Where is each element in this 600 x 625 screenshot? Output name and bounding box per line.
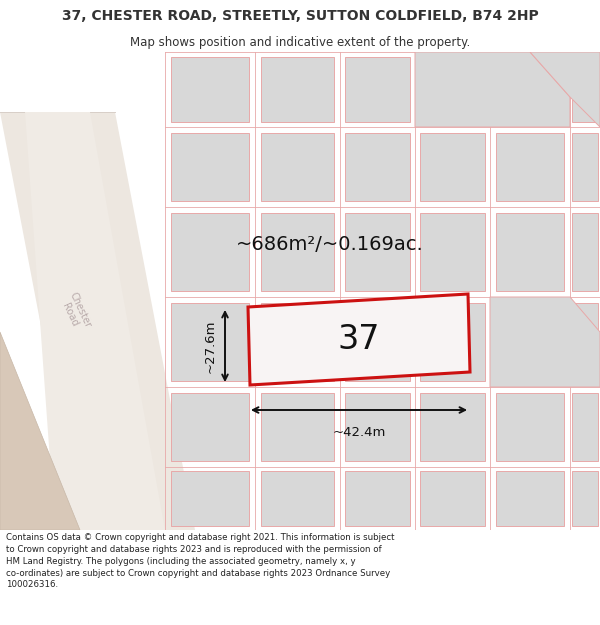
Bar (420, 58, 485, 122)
Bar (172, 471, 249, 526)
Bar (345, 392, 410, 461)
Bar (496, 213, 565, 291)
Text: ~27.6m: ~27.6m (204, 319, 217, 372)
Bar (261, 303, 334, 381)
Bar (496, 303, 565, 381)
Bar (172, 213, 249, 291)
Polygon shape (0, 332, 80, 530)
Bar (572, 132, 598, 201)
Bar (572, 392, 598, 461)
Polygon shape (25, 112, 165, 530)
Bar (345, 213, 410, 291)
Polygon shape (0, 112, 195, 530)
Text: Contains OS data © Crown copyright and database right 2021. This information is : Contains OS data © Crown copyright and d… (6, 533, 395, 589)
Bar (261, 132, 334, 201)
Bar (572, 471, 598, 526)
Bar (261, 58, 334, 122)
Bar (345, 132, 410, 201)
Polygon shape (530, 52, 600, 127)
Bar (172, 303, 249, 381)
Bar (172, 392, 249, 461)
Bar (420, 303, 485, 381)
Bar (261, 392, 334, 461)
Bar (496, 58, 565, 122)
Text: 37: 37 (338, 323, 380, 356)
Bar (172, 132, 249, 201)
Text: ~686m²/~0.169ac.: ~686m²/~0.169ac. (236, 234, 424, 254)
Bar (261, 213, 334, 291)
Bar (420, 132, 485, 201)
Text: Chester
Road: Chester Road (57, 290, 93, 334)
Polygon shape (415, 52, 570, 127)
Bar (345, 58, 410, 122)
Bar (496, 471, 565, 526)
Bar (172, 58, 249, 122)
Bar (261, 471, 334, 526)
Bar (345, 471, 410, 526)
Bar (420, 213, 485, 291)
Bar (345, 303, 410, 381)
Bar (420, 471, 485, 526)
Bar (496, 132, 565, 201)
Text: ~42.4m: ~42.4m (332, 426, 386, 439)
Bar (572, 58, 598, 122)
Polygon shape (490, 297, 600, 387)
Bar (420, 392, 485, 461)
Bar (496, 392, 565, 461)
Bar (572, 213, 598, 291)
Text: 37, CHESTER ROAD, STREETLY, SUTTON COLDFIELD, B74 2HP: 37, CHESTER ROAD, STREETLY, SUTTON COLDF… (62, 9, 538, 23)
Bar (572, 303, 598, 381)
Polygon shape (248, 294, 470, 385)
Text: Map shows position and indicative extent of the property.: Map shows position and indicative extent… (130, 36, 470, 49)
